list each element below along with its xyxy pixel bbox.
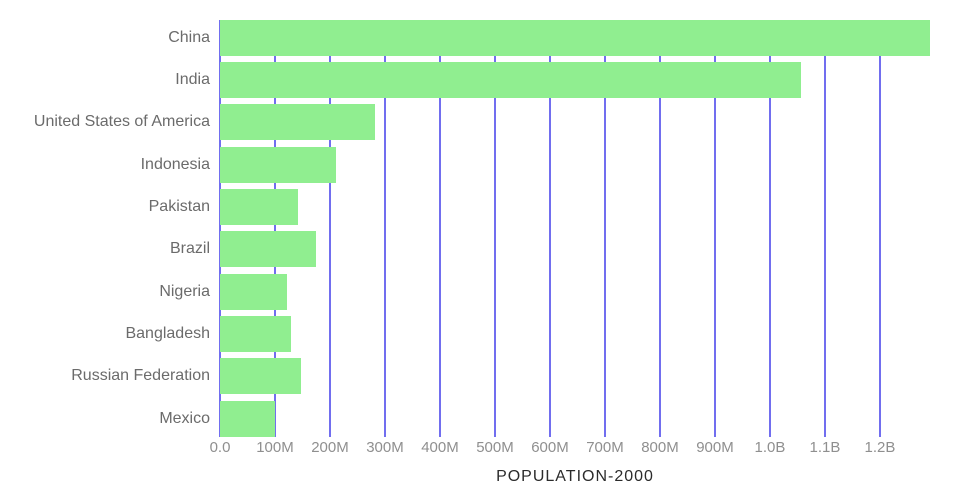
bar: [220, 188, 299, 225]
gridline: [328, 19, 331, 437]
gridline: [823, 19, 826, 437]
bar: [220, 146, 337, 183]
bar: [220, 358, 301, 395]
gridline: [383, 19, 386, 437]
y-axis-label: China: [168, 28, 210, 46]
bar: [220, 400, 275, 437]
bar: [220, 104, 376, 141]
bar: [220, 231, 317, 268]
plot-area: [219, 19, 930, 437]
x-tick-label: 100M: [256, 439, 294, 456]
x-tick-label: 900M: [696, 439, 734, 456]
gridline: [438, 19, 441, 437]
gridline: [493, 19, 496, 437]
y-axis-label: Pakistan: [148, 197, 210, 215]
x-tick-label: 600M: [531, 439, 569, 456]
gridline: [878, 19, 881, 437]
y-axis-label: India: [175, 70, 210, 88]
y-axis-label: Mexico: [159, 409, 210, 427]
x-tick-label: 700M: [586, 439, 624, 456]
gridline: [713, 19, 716, 437]
x-axis-title: POPULATION-2000: [496, 468, 654, 485]
x-tick-label: 1.1B: [809, 439, 841, 456]
bar: [220, 273, 288, 310]
x-tick-label: 400M: [421, 439, 459, 456]
gridline: [273, 19, 276, 437]
bar: [220, 19, 930, 56]
x-tick-label: 300M: [366, 439, 404, 456]
gridline: [658, 19, 661, 437]
x-tick-label: 200M: [311, 439, 349, 456]
y-axis-label: Bangladesh: [125, 324, 210, 342]
x-tick-label: 800M: [641, 439, 679, 456]
gridline: [548, 19, 551, 437]
y-axis-label: Indonesia: [140, 155, 210, 173]
x-tick-label: 1.2B: [864, 439, 896, 456]
y-axis-label: Brazil: [169, 240, 210, 258]
y-axis-label: United States of America: [33, 113, 210, 131]
y-axis-label: Russian Federation: [71, 367, 210, 385]
gridline: [768, 19, 771, 437]
gridline: [219, 19, 221, 437]
bar: [220, 61, 802, 98]
y-axis-label: Nigeria: [159, 282, 210, 300]
x-tick-label: 500M: [476, 439, 514, 456]
bar: [220, 315, 291, 352]
x-tick-label: 0.0: [209, 439, 231, 456]
gridline: [603, 19, 606, 437]
x-tick-label: 1.0B: [754, 439, 786, 456]
